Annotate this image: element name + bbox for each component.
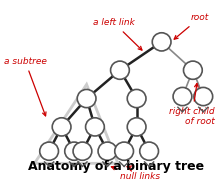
Text: Anatomy of a binary tree: Anatomy of a binary tree <box>28 160 204 173</box>
Text: root: root <box>174 13 209 39</box>
Text: a subtree: a subtree <box>4 57 47 116</box>
Circle shape <box>184 61 202 79</box>
Circle shape <box>194 88 213 106</box>
Circle shape <box>111 61 129 79</box>
Circle shape <box>127 89 146 108</box>
Circle shape <box>152 33 171 51</box>
Circle shape <box>73 142 92 160</box>
Circle shape <box>65 142 83 160</box>
Circle shape <box>86 118 104 136</box>
Text: right child
of root: right child of root <box>169 84 215 126</box>
Circle shape <box>77 89 96 108</box>
Circle shape <box>40 142 58 160</box>
Text: a left link: a left link <box>93 18 142 50</box>
Circle shape <box>173 88 192 106</box>
Circle shape <box>127 118 146 136</box>
Circle shape <box>52 118 71 136</box>
Circle shape <box>98 142 117 160</box>
Text: null links: null links <box>111 166 160 181</box>
Circle shape <box>140 142 159 160</box>
Circle shape <box>115 142 134 160</box>
